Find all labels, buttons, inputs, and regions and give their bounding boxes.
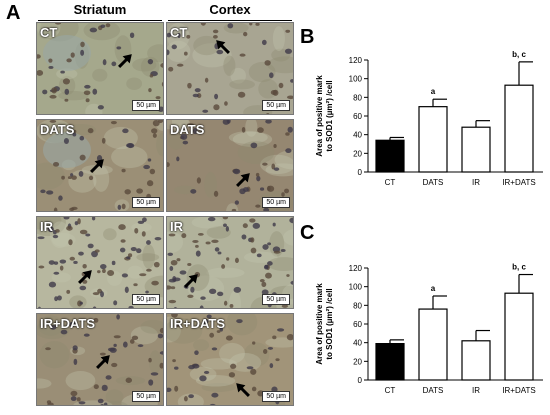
micrograph-label: DATS	[40, 122, 75, 137]
y-tick-label: 40	[353, 131, 362, 140]
column-rule-striatum	[38, 20, 162, 21]
column-header-striatum: Striatum	[73, 2, 127, 17]
y-tick-label: 60	[353, 112, 362, 121]
micrograph-label: IR+DATS	[170, 316, 226, 331]
scale-bar-label: 50 µm	[132, 294, 160, 305]
bar-ir	[461, 340, 491, 381]
y-tick-label: 20	[353, 149, 362, 158]
micrograph-ir-dats-striatum: IR+DATS 50 µm	[36, 313, 164, 406]
y-tick-label: 120	[349, 264, 363, 273]
significance-label: b, c	[512, 50, 526, 59]
x-tick-label: IR	[472, 386, 480, 395]
x-tick-label: IR	[472, 178, 480, 187]
x-tick-label: IR+DATS	[502, 178, 535, 187]
y-axis-label-line2: to SOD1 (µm²) /cell	[325, 80, 334, 151]
scale-bar-label: 50 µm	[262, 197, 290, 208]
micrograph-label: CT	[170, 25, 188, 40]
micrograph-dats-cortex: DATS 50 µm	[166, 119, 294, 212]
micrograph-ir-striatum: IR 50 µm	[36, 216, 164, 309]
micrograph-ir-cortex: IR 50 µm	[166, 216, 294, 309]
micrograph-dats-striatum: DATS 50 µm	[36, 119, 164, 212]
x-tick-label: CT	[385, 178, 396, 187]
scale-bar-label: 50 µm	[132, 197, 160, 208]
bar-ir-dats	[504, 84, 534, 173]
micrograph-label: CT	[40, 25, 58, 40]
bar-ir	[461, 126, 491, 173]
x-tick-label: CT	[385, 386, 396, 395]
y-tick-label: 0	[358, 376, 363, 385]
y-tick-label: 40	[353, 339, 362, 348]
y-tick-label: 80	[353, 301, 362, 310]
significance-label: a	[431, 87, 436, 96]
micrograph-ir-dats-cortex: IR+DATS 50 µm	[166, 313, 294, 406]
y-tick-label: 100	[349, 283, 363, 292]
micrograph-label: IR	[40, 219, 53, 234]
y-tick-label: 60	[353, 320, 362, 329]
bar-ct	[375, 342, 405, 381]
micrograph-ct-striatum: CT 50 µm	[36, 22, 164, 115]
scale-bar-label: 50 µm	[132, 391, 160, 402]
panel-a-letter: A	[6, 2, 21, 24]
x-tick-label: DATS	[423, 178, 444, 187]
y-tick-label: 120	[349, 56, 363, 65]
bar-dats	[418, 106, 448, 173]
x-tick-label: DATS	[423, 386, 444, 395]
y-axis-label-line1: Area of positive mark	[315, 283, 324, 365]
bar-ir-dats	[504, 292, 534, 381]
x-tick-label: IR+DATS	[502, 386, 535, 395]
micrograph-label: IR	[170, 219, 183, 234]
scale-bar-label: 50 µm	[262, 391, 290, 402]
y-axis-label-line1: Area of positive mark	[315, 75, 324, 157]
micrograph-label: IR+DATS	[40, 316, 96, 331]
y-tick-label: 100	[349, 75, 363, 84]
chart-panel-b: 0 20 40 60 80 100 120 Area of positive mark to S…	[315, 50, 543, 187]
y-tick-label: 80	[353, 93, 362, 102]
column-header-cortex: Cortex	[209, 2, 251, 17]
micrograph-ct-cortex: CT 50 µm	[166, 22, 294, 115]
scale-bar-label: 50 µm	[262, 294, 290, 305]
scale-bar-label: 50 µm	[132, 100, 160, 111]
significance-label: b, c	[512, 263, 526, 272]
panel-b-letter: B	[300, 26, 315, 48]
bar-ct	[375, 139, 405, 173]
column-rule-cortex	[168, 20, 292, 21]
scale-bar-label: 50 µm	[262, 100, 290, 111]
y-axis-label-line2: to SOD1 (µm²) /cell	[325, 288, 334, 359]
panel-c-letter: C	[300, 222, 315, 244]
significance-label: a	[431, 284, 436, 293]
micrograph-label: DATS	[170, 122, 205, 137]
y-tick-label: 20	[353, 357, 362, 366]
y-tick-label: 0	[358, 168, 363, 177]
bar-dats	[418, 308, 448, 381]
chart-panel-c: 0 20 40 60 80 100 120 Area of positive mark to S…	[315, 263, 543, 395]
